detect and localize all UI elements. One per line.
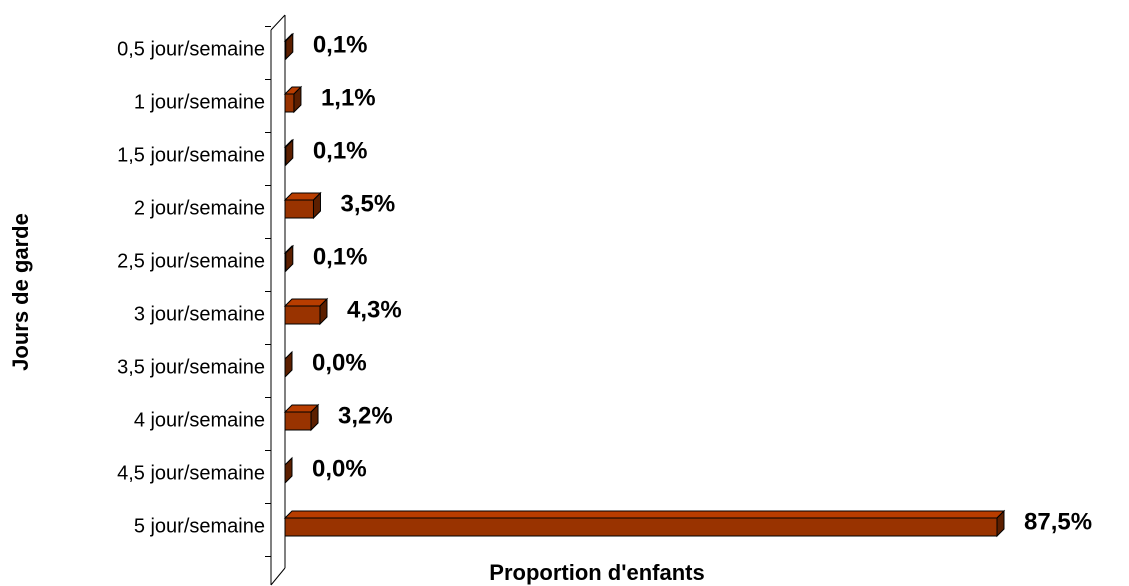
- axis-bottom-edge: [270, 567, 286, 586]
- bar-side: [319, 297, 328, 326]
- bar: [284, 305, 321, 325]
- y-tick-label: 4 jour/semaine: [134, 409, 265, 431]
- value-label: 4,3%: [347, 296, 402, 323]
- bar: [284, 199, 314, 219]
- y-tick-label: 2 jour/semaine: [134, 197, 265, 219]
- bar-side: [310, 403, 319, 432]
- bar-side: [285, 32, 294, 61]
- value-label: 0,0%: [312, 349, 367, 376]
- y-tick-label: 3 jour/semaine: [134, 303, 265, 325]
- y-tick-label: 3,5 jour/semaine: [117, 356, 265, 378]
- axis-top-edge: [270, 14, 286, 31]
- bar-side: [312, 191, 321, 220]
- bar: [284, 93, 295, 113]
- bar-side: [293, 85, 302, 114]
- y-axis-label: Jours de garde: [8, 213, 33, 371]
- y-tick-label: 2,5 jour/semaine: [117, 250, 265, 272]
- value-label: 87,5%: [1024, 508, 1092, 535]
- bar-top: [283, 510, 1006, 519]
- bar-side: [285, 138, 294, 167]
- bar: [284, 517, 998, 537]
- bar: [284, 411, 312, 431]
- value-label: 0,1%: [313, 137, 368, 164]
- x-axis-label: Proportion d'enfants: [489, 560, 704, 585]
- value-label: 0,1%: [313, 243, 368, 270]
- y-tick-label: 0,5 jour/semaine: [117, 38, 265, 60]
- bar-side: [996, 509, 1005, 538]
- y-tick-label: 5 jour/semaine: [134, 515, 265, 537]
- value-label: 3,5%: [340, 190, 395, 217]
- axis-wall: [270, 14, 286, 586]
- value-label: 0,1%: [313, 31, 368, 58]
- bar-side: [284, 350, 293, 379]
- value-label: 0,0%: [312, 455, 367, 482]
- bar-side: [284, 456, 293, 485]
- value-label: 1,1%: [321, 84, 376, 111]
- y-tick-label: 1,5 jour/semaine: [117, 144, 265, 166]
- value-label: 3,2%: [338, 402, 393, 429]
- bar-side: [285, 244, 294, 273]
- y-tick-label: 1 jour/semaine: [134, 91, 265, 113]
- y-tick-label: 4,5 jour/semaine: [117, 462, 265, 484]
